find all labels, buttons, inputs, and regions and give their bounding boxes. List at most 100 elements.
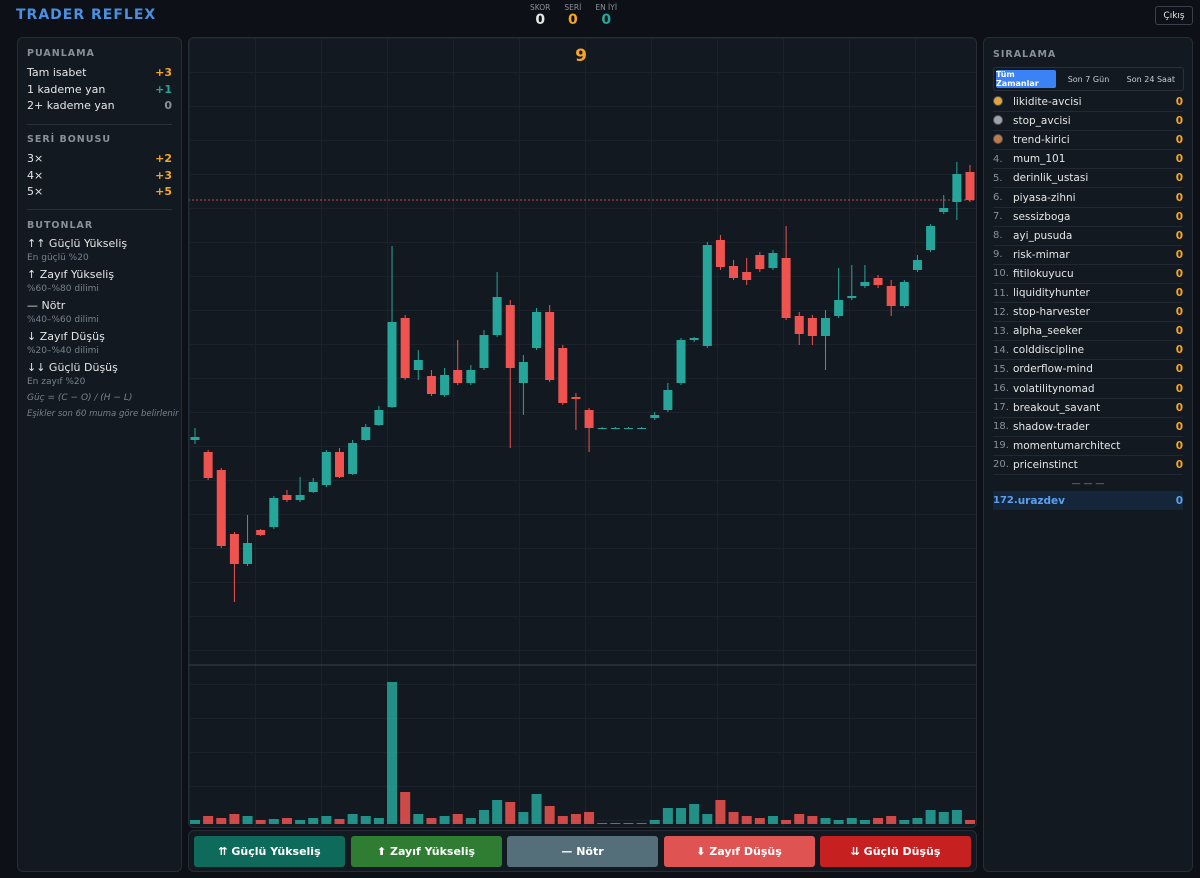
player-name: liquidityhunter — [1013, 287, 1090, 299]
leaderboard-row: 6. piyasa-zihni 0 — [993, 189, 1183, 208]
volume-bar — [308, 818, 319, 824]
volume-bar — [255, 820, 266, 824]
leaderboard-row: 16. volatilitynomad 0 — [993, 380, 1183, 399]
player-score: 0 — [1175, 401, 1183, 414]
volume-bar — [781, 820, 792, 824]
action-button[interactable]: ⬇ Zayıf Düşüş — [663, 836, 815, 867]
candle-body — [558, 348, 568, 403]
candle-body — [637, 428, 647, 429]
volume-bar — [570, 814, 581, 824]
player-name: risk-mimar — [1013, 248, 1070, 261]
chart: 9 — [189, 46, 976, 824]
candle-body — [650, 415, 660, 418]
player-name: derinlik_ustasi — [1013, 172, 1089, 185]
player-score: 0 — [1175, 267, 1183, 280]
candle-body — [571, 397, 581, 399]
rank: 5. — [993, 172, 1003, 184]
leaderboard-row: 14. colddiscipline 0 — [993, 341, 1183, 361]
volume-bar — [873, 818, 884, 824]
player-score: 0 — [1175, 306, 1183, 319]
rank: 14. — [993, 344, 1009, 356]
button-label: ↑↑ Güçlü Yükseliş — [27, 237, 128, 250]
player-name: breakout_savant — [1013, 401, 1101, 414]
action-button[interactable]: — Nötr — [507, 836, 658, 867]
volume-bar — [715, 800, 726, 824]
row-value: +3 — [155, 168, 172, 182]
divider — [27, 124, 172, 125]
volume-bar — [190, 820, 200, 824]
action-button[interactable]: ⇈ Güçlü Yükseliş — [194, 836, 345, 867]
leaderboard-row: 12. stop-harvester 0 — [993, 303, 1183, 323]
action-button[interactable]: ⇊ Güçlü Düşüş — [820, 836, 971, 867]
exit-button[interactable]: Çıkış — [1155, 6, 1193, 25]
leaderboard-row: 19. momentumarchitect 0 — [993, 437, 1183, 456]
player-name: volatilitynomad — [1013, 382, 1095, 395]
row-value: +1 — [155, 82, 172, 96]
stat-value: 0 — [535, 12, 546, 28]
separator: — — — — [1071, 479, 1105, 489]
player-name: trend-kirici — [1013, 134, 1070, 147]
leaderboard-row: 11. liquidityhunter 0 — [993, 284, 1183, 303]
candle-body — [597, 428, 607, 429]
candle-body — [203, 452, 213, 478]
rank: 9. — [993, 249, 1003, 261]
button-label: ↓ Zayıf Düşüş — [27, 330, 105, 343]
row-value: +5 — [155, 185, 172, 198]
rank: 6. — [993, 192, 1003, 203]
player-score: 0 — [1175, 439, 1183, 452]
rank: 20. — [993, 459, 1009, 471]
leaderboard-row: stop_avcisi 0 — [993, 112, 1183, 132]
volume-bar — [767, 816, 778, 824]
action-button[interactable]: ⬆ Zayıf Yükseliş — [350, 836, 502, 867]
candle-body — [873, 278, 883, 285]
row-value: +3 — [155, 66, 172, 79]
player-score: 0 — [1175, 96, 1183, 108]
player-name: stop-harvester — [1013, 306, 1090, 319]
volume-bar — [216, 818, 227, 824]
candle-body — [834, 300, 844, 316]
tab[interactable]: Son 7 Gün — [1067, 74, 1110, 84]
rank: 13. — [993, 325, 1009, 337]
player-score: 0 — [1175, 325, 1183, 338]
player-name: alpha_seeker — [1013, 325, 1083, 338]
tab[interactable]: Tüm Zamanlar — [996, 70, 1057, 88]
candle-body — [623, 428, 633, 429]
app-title: TRADER REFLEX — [16, 7, 157, 23]
player-name: urazdev — [1017, 494, 1066, 507]
candle-body — [282, 495, 292, 500]
volume-bar — [741, 816, 752, 824]
volume-bar — [465, 818, 476, 824]
volume-bar — [492, 800, 503, 824]
volume-bar — [728, 812, 739, 824]
candle-body — [426, 376, 436, 394]
leaderboard-row: 4. mum_101 0 — [993, 150, 1183, 170]
volume-bar — [242, 816, 253, 824]
volume-bar — [676, 808, 687, 824]
candle-body — [308, 482, 318, 492]
candle-body — [400, 318, 410, 378]
button-label: ↑ Zayıf Yükseliş — [27, 268, 115, 281]
candle-body — [821, 318, 831, 336]
section-title: SIRALAMA — [993, 49, 1057, 60]
player-name: ayi_pusuda — [1013, 229, 1073, 242]
stat-label: EN İYİ — [595, 3, 618, 12]
candle-body — [781, 258, 791, 318]
player-name: priceinstinct — [1013, 458, 1078, 471]
countdown: 9 — [575, 46, 587, 66]
tab[interactable]: Son 24 Saat — [1126, 74, 1175, 84]
score-row: 2+ kademe yan 0 — [27, 99, 172, 112]
player-score: 0 — [1175, 363, 1183, 376]
candle-body — [387, 322, 397, 407]
leaderboard-row: 10. fitilokuyucu 0 — [993, 265, 1183, 284]
note: Eşikler son 60 muma göre belirlenir — [27, 409, 179, 419]
player-score: 0 — [1175, 153, 1183, 166]
leaderboard-row: 20. priceinstinct 0 — [993, 456, 1183, 475]
stat: SKOR 0 — [530, 3, 550, 28]
score-row: 3× +2 — [27, 152, 172, 165]
candle-body — [663, 390, 673, 410]
stat-label: SKOR — [530, 3, 551, 12]
volume-bar — [387, 682, 398, 824]
candle-body — [256, 530, 266, 535]
volume-bar — [925, 810, 936, 824]
volume-bar — [400, 792, 411, 824]
